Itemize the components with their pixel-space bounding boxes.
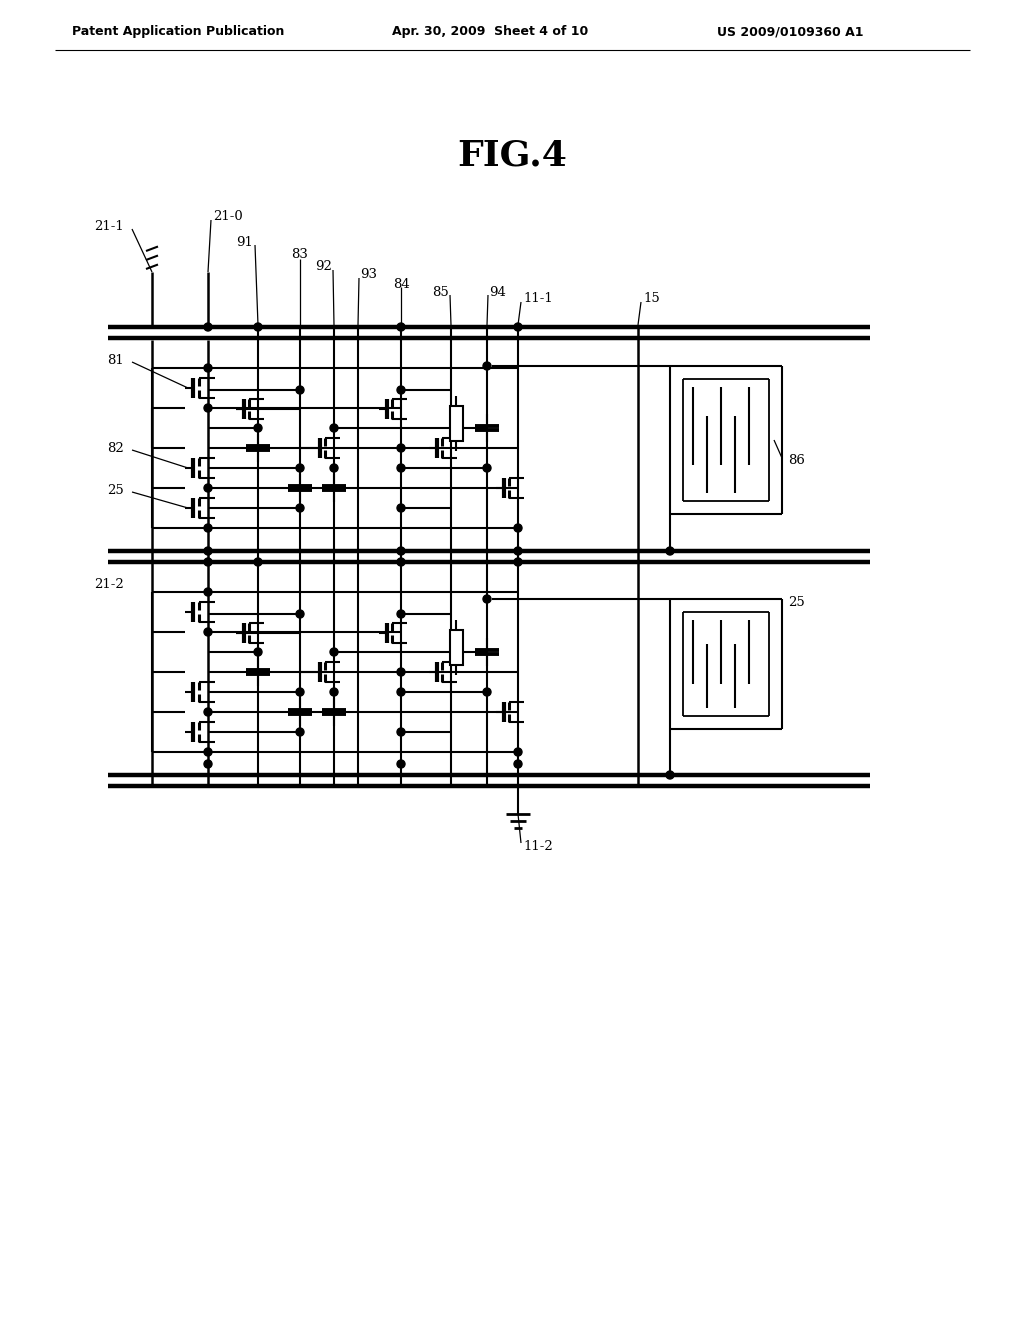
Circle shape xyxy=(514,748,522,756)
Circle shape xyxy=(296,504,304,512)
Circle shape xyxy=(204,524,212,532)
Text: 21-0: 21-0 xyxy=(213,210,243,223)
Circle shape xyxy=(397,558,406,566)
Circle shape xyxy=(204,323,212,331)
Circle shape xyxy=(397,729,406,737)
Text: 84: 84 xyxy=(392,277,410,290)
Circle shape xyxy=(397,668,406,676)
Text: 21-1: 21-1 xyxy=(94,220,124,234)
Circle shape xyxy=(483,465,490,473)
Circle shape xyxy=(296,610,304,618)
Circle shape xyxy=(296,385,304,393)
Circle shape xyxy=(397,546,406,554)
Circle shape xyxy=(397,444,406,451)
Text: 11-2: 11-2 xyxy=(523,840,553,853)
Text: US 2009/0109360 A1: US 2009/0109360 A1 xyxy=(717,25,863,38)
Circle shape xyxy=(397,465,406,473)
Circle shape xyxy=(204,760,212,768)
Text: 85: 85 xyxy=(432,285,449,298)
Text: 83: 83 xyxy=(292,248,308,261)
Text: Apr. 30, 2009  Sheet 4 of 10: Apr. 30, 2009 Sheet 4 of 10 xyxy=(392,25,588,38)
Circle shape xyxy=(483,595,490,603)
Circle shape xyxy=(666,546,674,554)
Text: 86: 86 xyxy=(788,454,805,466)
Circle shape xyxy=(483,688,490,696)
Circle shape xyxy=(204,587,212,597)
Circle shape xyxy=(666,771,674,779)
Circle shape xyxy=(397,760,406,768)
Circle shape xyxy=(296,465,304,473)
Circle shape xyxy=(204,364,212,372)
Circle shape xyxy=(204,748,212,756)
Circle shape xyxy=(204,558,212,566)
Text: 91: 91 xyxy=(237,235,253,248)
Text: 21-2: 21-2 xyxy=(94,578,124,590)
Circle shape xyxy=(397,323,406,331)
Circle shape xyxy=(330,648,338,656)
Circle shape xyxy=(254,558,262,566)
Circle shape xyxy=(514,323,522,331)
Circle shape xyxy=(254,323,262,331)
Circle shape xyxy=(204,546,212,554)
Text: 93: 93 xyxy=(360,268,377,281)
Text: 92: 92 xyxy=(315,260,332,273)
Circle shape xyxy=(296,729,304,737)
Circle shape xyxy=(330,465,338,473)
Circle shape xyxy=(483,362,490,370)
Circle shape xyxy=(254,424,262,432)
Bar xyxy=(450,630,463,664)
Text: 15: 15 xyxy=(643,293,659,305)
Circle shape xyxy=(330,424,338,432)
Circle shape xyxy=(514,760,522,768)
Circle shape xyxy=(514,524,522,532)
Text: FIG.4: FIG.4 xyxy=(457,139,567,172)
Circle shape xyxy=(397,688,406,696)
Text: 25: 25 xyxy=(108,483,124,496)
Text: 82: 82 xyxy=(108,441,124,454)
Circle shape xyxy=(514,546,522,554)
Circle shape xyxy=(204,628,212,636)
Circle shape xyxy=(296,688,304,696)
Bar xyxy=(450,405,463,441)
Circle shape xyxy=(397,610,406,618)
Circle shape xyxy=(204,708,212,715)
Text: 25: 25 xyxy=(788,595,805,609)
Circle shape xyxy=(204,484,212,492)
Circle shape xyxy=(330,688,338,696)
Text: Patent Application Publication: Patent Application Publication xyxy=(72,25,285,38)
Circle shape xyxy=(204,404,212,412)
Text: 11-1: 11-1 xyxy=(523,293,553,305)
Circle shape xyxy=(254,648,262,656)
Text: 81: 81 xyxy=(108,354,124,367)
Circle shape xyxy=(514,558,522,566)
Text: 94: 94 xyxy=(489,285,506,298)
Circle shape xyxy=(397,385,406,393)
Circle shape xyxy=(397,504,406,512)
